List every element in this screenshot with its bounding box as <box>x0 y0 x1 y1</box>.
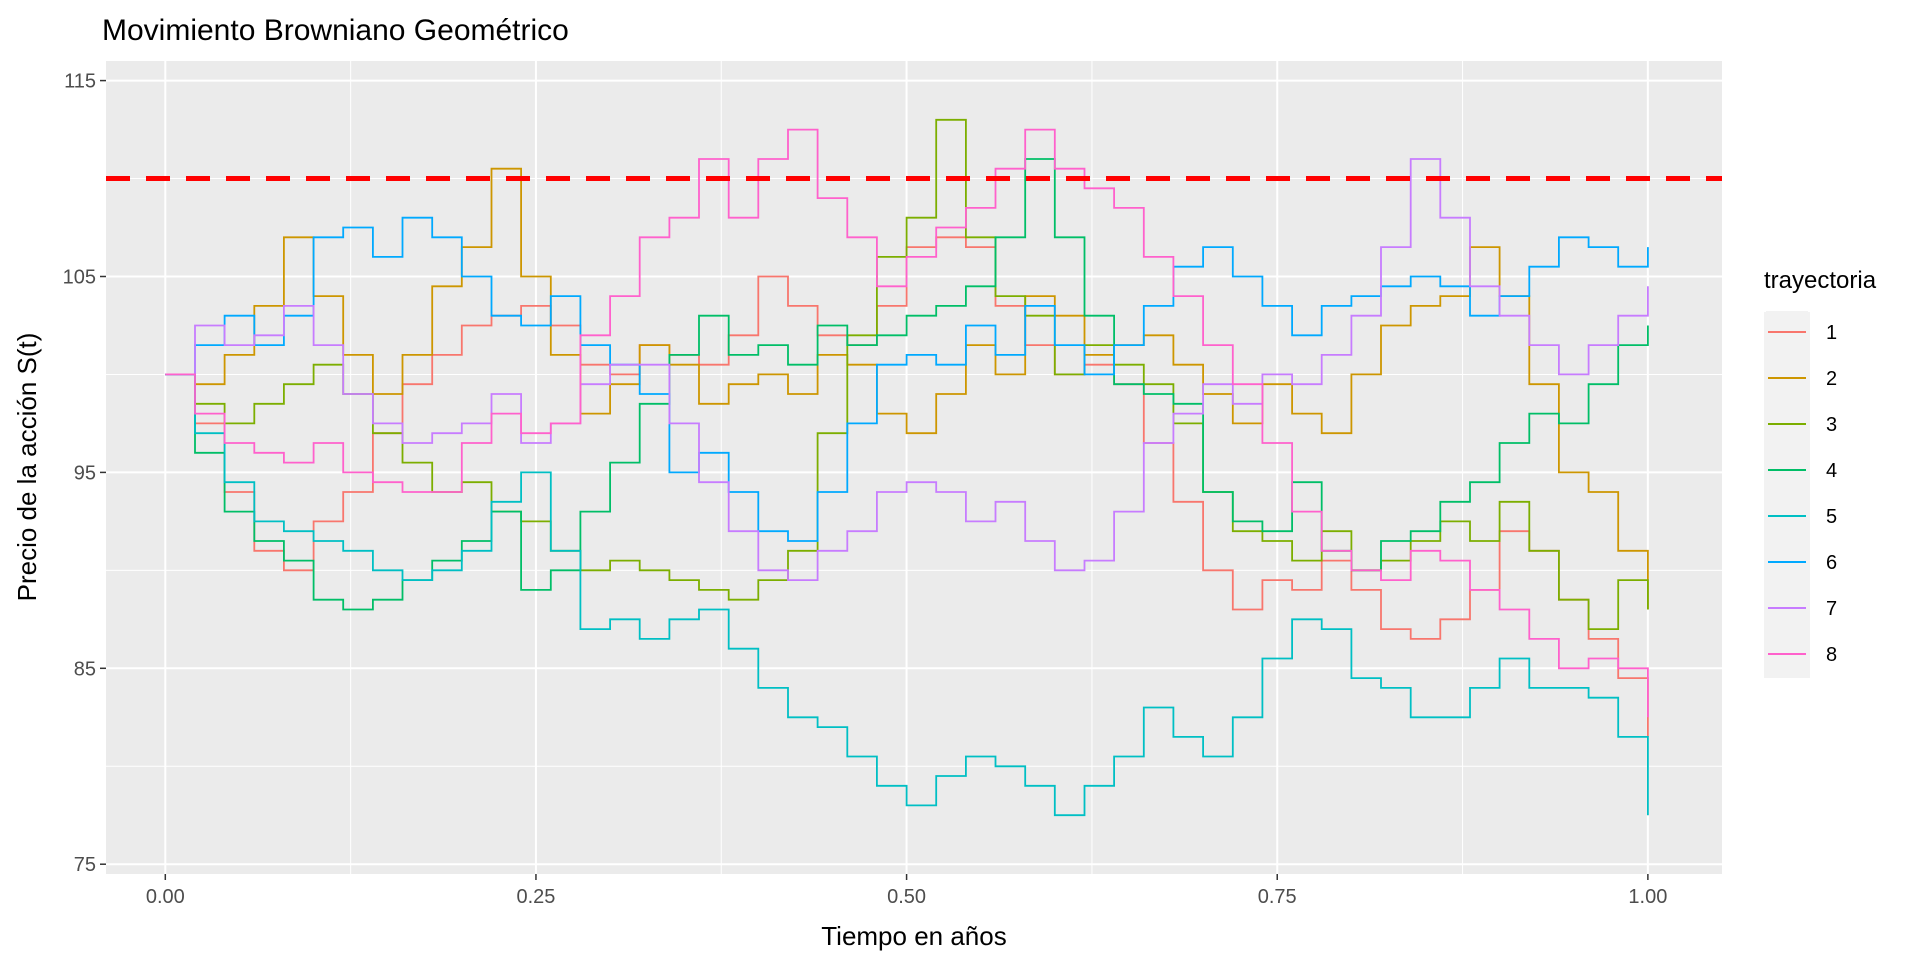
legend-label: 2 <box>1826 368 1837 390</box>
x-tick-label: 0.50 <box>887 886 926 908</box>
grid-major <box>106 61 1722 874</box>
legend-label: 5 <box>1826 506 1837 528</box>
legend-label: 1 <box>1826 322 1837 344</box>
y-tick-label: 85 <box>74 658 96 680</box>
series-line-7 <box>165 158 1649 581</box>
x-tick-label: 0.25 <box>516 886 555 908</box>
y-axis-label: Precio de la acción S(t) <box>12 333 42 602</box>
x-tick-label: 1.00 <box>1628 886 1667 908</box>
series-line-8 <box>165 128 1649 718</box>
series-lines <box>165 118 1649 817</box>
y-tick-label: 115 <box>64 71 96 93</box>
y-tick-label: 95 <box>74 462 96 484</box>
legend: 1 2 3 4 5 6 7 8 <box>1764 311 1837 678</box>
x-axis-label: Tiempo en años <box>821 921 1006 951</box>
series-line-5 <box>165 373 1649 817</box>
series-line-6 <box>165 216 1649 542</box>
chart-title: Movimiento Browniano Geométrico <box>102 14 569 47</box>
legend-label: 6 <box>1826 552 1837 574</box>
x-tick-label: 0.75 <box>1258 886 1297 908</box>
legend-label: 8 <box>1826 644 1837 666</box>
x-axis-ticks: 0.00 0.25 0.50 0.75 1.00 <box>146 874 1667 908</box>
legend-label: 4 <box>1826 460 1837 482</box>
y-tick-label: 75 <box>74 854 96 876</box>
legend-label: 3 <box>1826 414 1837 436</box>
legend-title: trayectoria <box>1764 267 1877 294</box>
series-line-2 <box>165 167 1649 610</box>
legend-label: 7 <box>1826 598 1837 620</box>
y-tick-label: 105 <box>63 266 96 288</box>
y-axis-ticks: 75 85 95 105 115 <box>63 71 106 876</box>
plot-panel <box>106 61 1722 874</box>
x-tick-label: 0.00 <box>146 886 185 908</box>
